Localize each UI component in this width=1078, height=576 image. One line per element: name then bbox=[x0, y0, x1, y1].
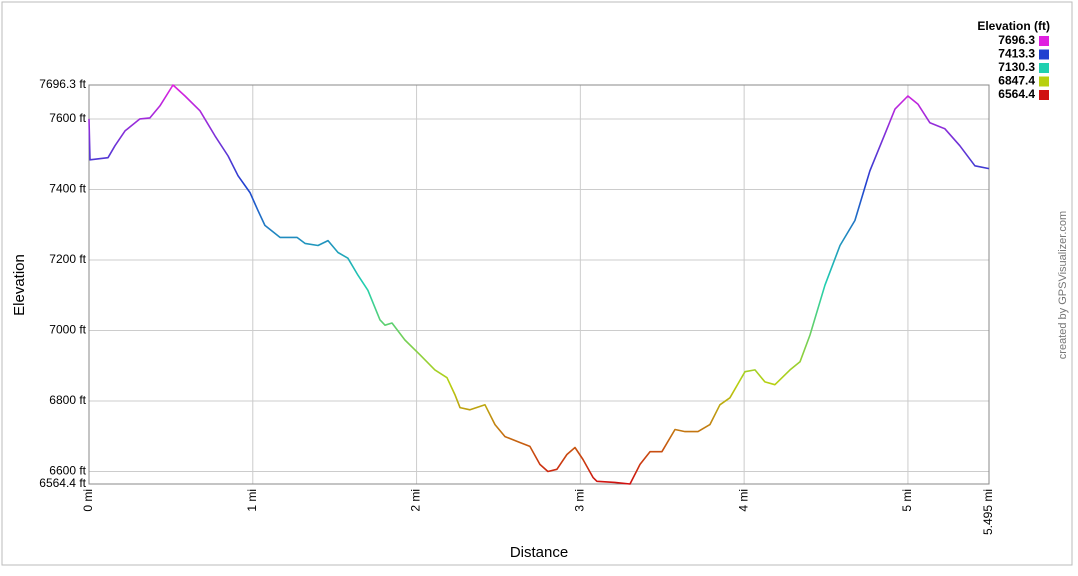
legend-label: 6564.4 bbox=[998, 87, 1035, 101]
y-tick-label: 7400 ft bbox=[49, 182, 86, 196]
x-tick-label: 1 mi bbox=[245, 489, 259, 512]
elevation-line bbox=[88, 84, 990, 485]
legend-label: 7130.3 bbox=[998, 60, 1035, 74]
y-tick-label: 6564.4 ft bbox=[39, 476, 86, 490]
x-tick-label: 2 mi bbox=[409, 489, 423, 512]
legend-swatch bbox=[1039, 49, 1049, 60]
legend-swatch bbox=[1039, 63, 1049, 73]
x-tick-label: 0 mi bbox=[81, 489, 95, 512]
y-tick-label: 6600 ft bbox=[49, 464, 86, 478]
y-tick-label: 7696.3 ft bbox=[39, 77, 86, 91]
y-tick-label: 6800 ft bbox=[49, 393, 86, 407]
legend-swatch bbox=[1039, 90, 1049, 100]
x-axis-label: Distance bbox=[510, 544, 568, 561]
plot-border bbox=[88, 84, 990, 485]
x-tick-label: 3 mi bbox=[573, 489, 587, 512]
legend-label: 7413.3 bbox=[998, 47, 1035, 61]
x-tick-label: 5 mi bbox=[900, 489, 914, 512]
plot-area bbox=[89, 85, 989, 484]
y-tick-label: 7000 ft bbox=[49, 323, 86, 337]
legend-swatch bbox=[1039, 36, 1049, 46]
y-axis-label: Elevation bbox=[11, 254, 28, 316]
y-tick-label: 7600 ft bbox=[49, 111, 86, 125]
legend-swatch bbox=[1039, 76, 1049, 87]
credit: created by GPSVisualizer.com bbox=[1057, 211, 1069, 359]
legend-label: 7696.3 bbox=[998, 33, 1035, 47]
legend-title: Elevation (ft) bbox=[977, 19, 1050, 33]
x-tick-label: 5.495 mi bbox=[981, 489, 995, 535]
legend-label: 6847.4 bbox=[998, 74, 1035, 88]
x-tick-label: 4 mi bbox=[736, 489, 750, 512]
y-tick-label: 7200 ft bbox=[49, 252, 86, 266]
